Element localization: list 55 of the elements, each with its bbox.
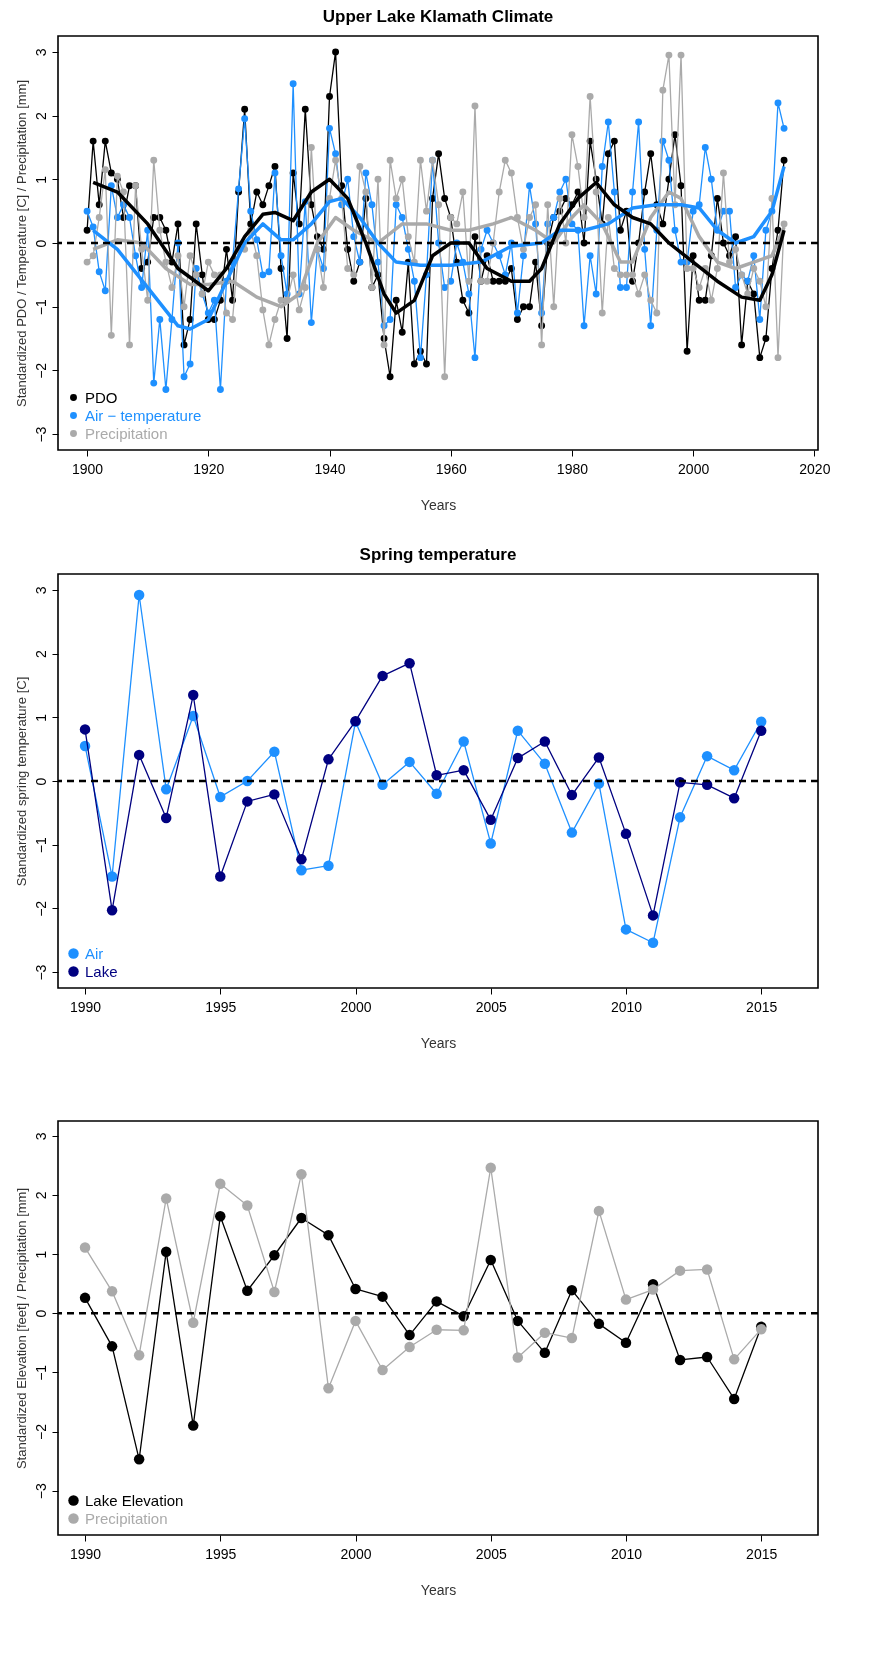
legend-label: Lake Elevation [85, 1491, 184, 1509]
y-tick-label: 2 [32, 112, 49, 121]
y-tick-label: −2 [32, 362, 49, 379]
x-tick-label: 2000 [340, 998, 372, 1015]
y-tick-label: −3 [32, 964, 49, 981]
y-tick-label: 2 [32, 650, 49, 659]
y-tick-label: −2 [32, 1423, 49, 1440]
x-axis-title: Years [420, 1034, 457, 1051]
y-tick-label: 1 [32, 1250, 49, 1259]
x-axis-title: Years [420, 496, 457, 513]
x-tick-label: 1995 [205, 1545, 237, 1562]
x-tick-label: 2020 [799, 460, 831, 477]
y-axis-title: Standardized Elevation [feet] / Precipitation [mm] [13, 1187, 29, 1470]
x-tick-label: 1995 [205, 998, 237, 1015]
y-tick-label: 1 [32, 175, 49, 184]
y-tick-label: 3 [32, 1132, 49, 1141]
y-tick-label: −1 [32, 1364, 49, 1381]
y-tick-label: −1 [32, 299, 49, 316]
x-tick-label: 1990 [69, 998, 102, 1015]
x-tick-label: 2000 [678, 460, 710, 477]
y-tick-label: 2 [32, 1191, 49, 1200]
y-tick-label: 1 [32, 713, 49, 722]
y-axis-title: Standardized spring temperature [C] [13, 676, 29, 887]
x-tick-label: 2000 [340, 1545, 372, 1562]
x-tick-label: 2005 [475, 1545, 508, 1562]
x-tick-label: 1960 [435, 460, 468, 477]
x-tick-label: 2010 [610, 1545, 643, 1562]
y-axis-title: Standardized PDO / Temperature [C] / Precipitation [mm] [13, 79, 29, 408]
x-tick-label: 1900 [72, 460, 104, 477]
y-tick-label: 0 [32, 1309, 49, 1318]
y-tick-label: −3 [32, 1482, 49, 1500]
legend-label: Precipitation [85, 1509, 168, 1527]
legend-label: Air [85, 944, 104, 962]
y-tick-label: 3 [32, 586, 49, 595]
y-tick-label: −1 [32, 837, 49, 854]
legend-label: PDO [85, 388, 118, 406]
y-tick-label: 0 [32, 239, 49, 248]
chart-title: Upper Lake Klamath Climate [322, 7, 554, 26]
x-tick-label: 1990 [69, 1545, 102, 1562]
y-tick-label: −3 [32, 426, 49, 443]
legend-label: Lake [85, 962, 118, 980]
legend-label: Air − temperature [85, 406, 202, 424]
x-tick-label: 2005 [475, 998, 508, 1015]
x-tick-label: 2015 [746, 1545, 778, 1562]
x-axis-title: Years [420, 1581, 457, 1598]
x-tick-label: 1940 [314, 460, 346, 477]
x-tick-label: 2015 [746, 998, 778, 1015]
chart-title: Spring temperature [359, 545, 517, 564]
legend-label: Precipitation [85, 424, 168, 442]
x-tick-label: 2010 [610, 998, 643, 1015]
x-tick-label: 1920 [193, 460, 225, 477]
y-tick-label: −2 [32, 900, 49, 917]
x-tick-label: 1980 [556, 460, 589, 477]
y-tick-label: 0 [32, 777, 49, 786]
y-tick-label: 3 [32, 48, 49, 57]
